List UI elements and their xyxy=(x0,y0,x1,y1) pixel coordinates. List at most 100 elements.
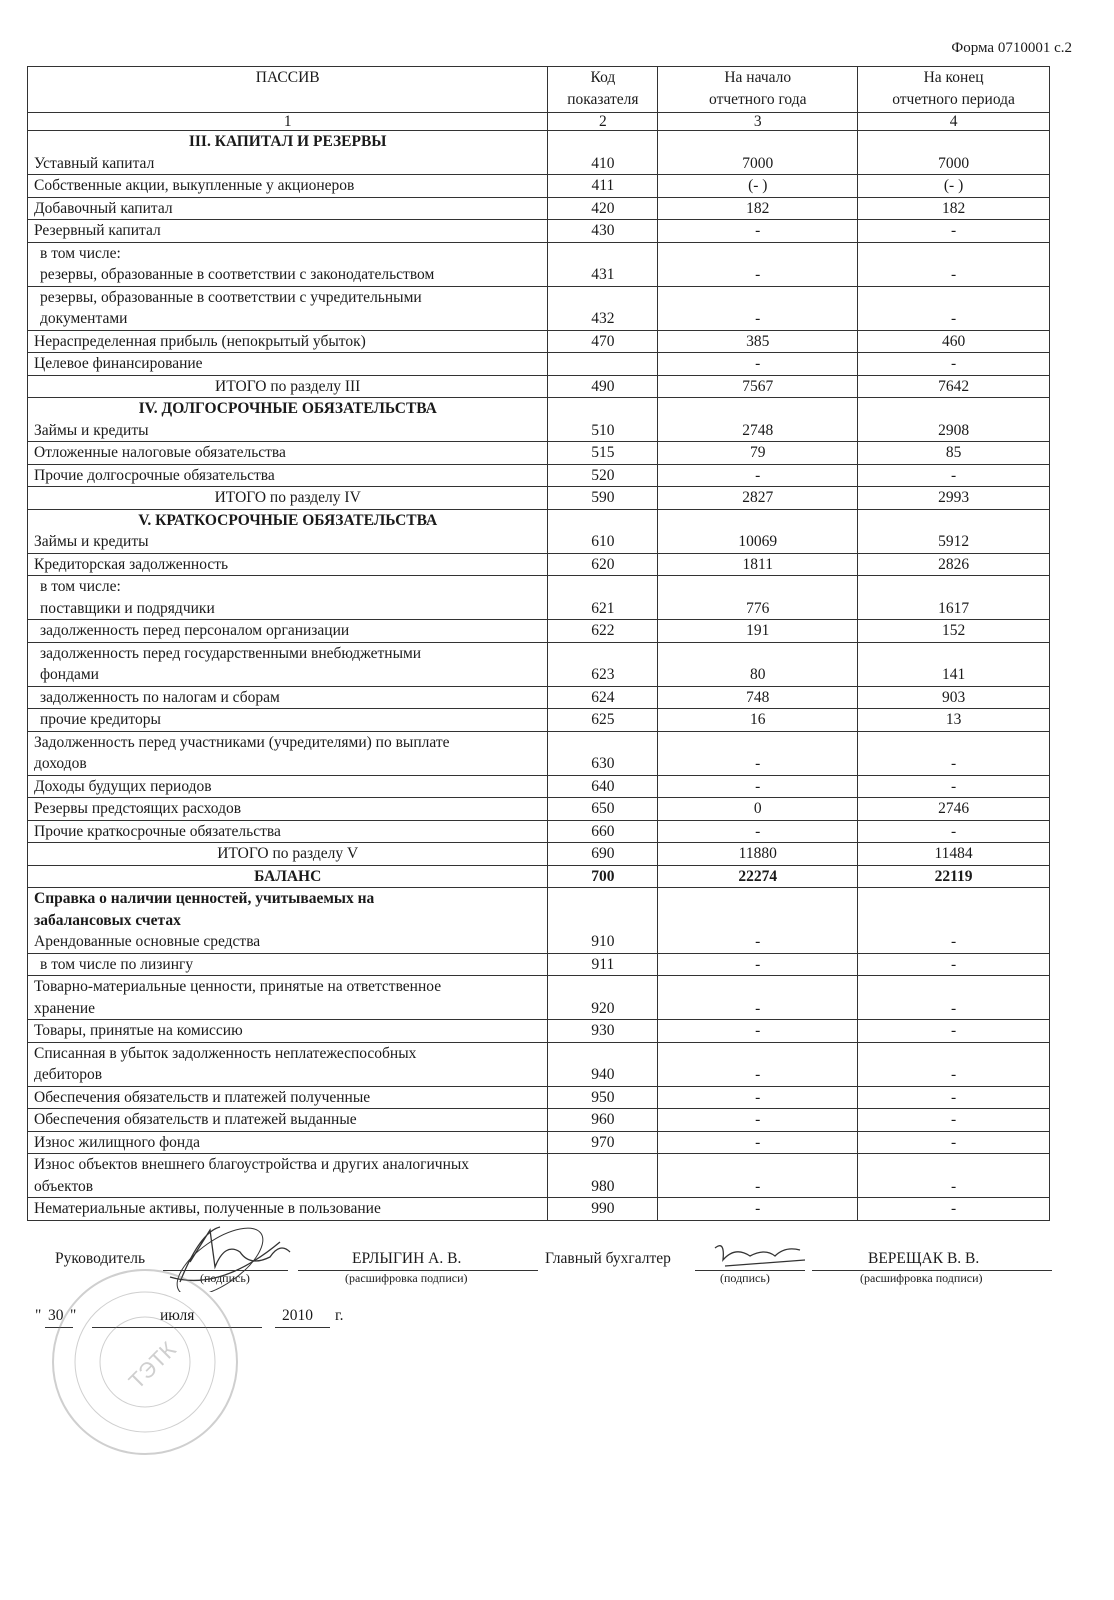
row-code: 420 xyxy=(547,196,659,220)
row-label-text: Задолженность перед участниками (учредит… xyxy=(34,733,450,773)
section-heading: V. КРАТКОСРОЧНЫЕ ОБЯЗАТЕЛЬСТВА xyxy=(138,511,438,529)
accountant-signature-icon xyxy=(714,1245,806,1267)
table-row: ИТОГО по разделу IV 590 2827 2993 xyxy=(26,486,1050,510)
row-label-text: ИТОГО по разделу V xyxy=(217,845,359,862)
row-code: 690 xyxy=(547,842,659,866)
header-liabilities: ПАССИВ xyxy=(26,66,549,113)
row-label-text: прочие кредиторы xyxy=(40,711,161,728)
row-start: (- ) xyxy=(657,174,859,198)
row-label-text: Прочие краткосрочные обязательства xyxy=(34,822,281,840)
row-start: 191 xyxy=(657,619,859,643)
table-row: Износ объектов внешнего благоустройства … xyxy=(26,1153,1050,1198)
row-code: 510 xyxy=(547,397,659,442)
row-start: - xyxy=(657,463,859,487)
row-end: - xyxy=(857,1153,1050,1198)
head-decode-caption: (расшифровка подписи) xyxy=(345,1271,468,1285)
table-row: ИТОГО по разделу III 490 7567 7642 xyxy=(26,374,1050,398)
row-start: 1811 xyxy=(657,552,859,576)
row-start: 776 xyxy=(657,575,859,620)
table-row: Прочие долгосрочные обязательства 520- - xyxy=(26,463,1050,487)
off-balance-heading: Справка о наличии ценностей, учитываемых… xyxy=(34,890,375,929)
table-row: резервы, образованные в соответствии с у… xyxy=(26,285,1050,331)
row-end: - xyxy=(857,241,1050,287)
column-index-row: 1 2 3 4 xyxy=(26,112,1050,131)
row-label-text: Прочие долгосрочные обязательства xyxy=(34,466,275,484)
row-label-text: Арендованные основные средства xyxy=(34,933,261,950)
row-end: - xyxy=(857,1130,1050,1154)
row-label: Списанная в убыток задолженность неплате… xyxy=(26,1041,549,1087)
row-label: Нематериальные активы, полученные в поль… xyxy=(26,1197,549,1221)
head-name: ЕРЛЫГИН А. В. xyxy=(352,1250,462,1267)
svg-text:ТЭТК: ТЭТК xyxy=(124,1337,181,1394)
row-label: прочие кредиторы xyxy=(26,708,549,732)
row-label-text: в том числе: поставщики и подрядчики xyxy=(40,578,215,617)
row-label: Резервный капитал xyxy=(26,219,549,243)
row-label: V. КРАТКОСРОЧНЫЕ ОБЯЗАТЕЛЬСТВА Займы и кр… xyxy=(26,508,549,554)
row-end: - xyxy=(857,285,1050,331)
row-code: 990 xyxy=(547,1197,659,1221)
table-row: Обеспечения обязательств и платежей полу… xyxy=(26,1085,1050,1109)
table-row: Нераспределенная прибыль (непокрытый убы… xyxy=(26,329,1050,353)
row-end: 460 xyxy=(857,329,1050,353)
row-label-text: задолженность по налогам и сборам xyxy=(40,688,280,706)
row-label: Задолженность перед участниками (учредит… xyxy=(26,730,549,776)
row-label: Обеспечения обязательств и платежей полу… xyxy=(26,1085,549,1109)
row-start: 2827 xyxy=(657,486,859,510)
row-start: 11880 xyxy=(657,842,859,866)
row-end: 11484 xyxy=(857,842,1050,866)
row-code: 432 xyxy=(547,285,659,331)
row-label: ИТОГО по разделу IV xyxy=(26,486,549,510)
row-label-text: Отложенные налоговые обязательства xyxy=(34,444,286,461)
table-row: Прочие краткосрочные обязательства 660- - xyxy=(26,819,1050,843)
row-label: БАЛАНС xyxy=(26,864,549,888)
row-code: 610 xyxy=(547,508,659,554)
row-code: 970 xyxy=(547,1130,659,1154)
row-label-text: Списанная в убыток задолженность неплате… xyxy=(34,1044,417,1084)
row-end: - xyxy=(857,463,1050,487)
row-end: - xyxy=(857,1041,1050,1087)
table-row: Отложенные налоговые обязательства 515 79 8… xyxy=(26,441,1050,465)
accountant-label: Главный бухгалтер xyxy=(545,1250,671,1267)
form-number: Форма 0710001 с.2 xyxy=(951,40,1072,56)
row-start: - xyxy=(657,1041,859,1087)
date-suffix: г. xyxy=(335,1307,344,1324)
index-2: 2 xyxy=(547,112,659,131)
date-quote-close: " xyxy=(70,1307,77,1324)
row-start: - xyxy=(657,352,859,376)
table-row: задолженность по налогам и сборам 624 748 9… xyxy=(26,685,1050,709)
head-signature-caption: (подпись) xyxy=(200,1271,250,1285)
row-label: Целевое финансирование xyxy=(26,352,549,376)
section-heading: IV. ДОЛГОСРОЧНЫЕ ОБЯЗАТЕЛЬСТВА xyxy=(138,400,437,417)
row-end: 13 xyxy=(857,708,1050,732)
table-row: в том числе: резервы, образованные в соо… xyxy=(26,241,1050,287)
table-row: Списанная в убыток задолженность неплате… xyxy=(26,1041,1050,1087)
row-end: 152 xyxy=(857,619,1050,643)
table-row: Обеспечения обязательств и платежей выда… xyxy=(26,1108,1050,1132)
row-code: 622 xyxy=(547,619,659,643)
row-code: 630 xyxy=(547,730,659,776)
company-stamp-icon: ТЭТК xyxy=(52,1269,238,1455)
row-label: Прочие долгосрочные обязательства xyxy=(26,463,549,487)
row-code: 660 xyxy=(547,819,659,843)
row-label-text: БАЛАНС xyxy=(254,867,322,885)
row-code: 590 xyxy=(547,486,659,510)
table-row: III. КАПИТАЛ И РЕЗЕРВЫ Уставный капитал 41… xyxy=(26,130,1050,175)
table-row: Кредиторская задолженность 620 1811 2826 xyxy=(26,552,1050,576)
row-label: ИТОГО по разделу III xyxy=(26,374,549,398)
row-start: - xyxy=(657,285,859,331)
row-code: 621 xyxy=(547,575,659,620)
head-label: Руководитель xyxy=(55,1250,146,1267)
table-row: Износ жилищного фонда 970- - xyxy=(26,1130,1050,1154)
row-label: Резервы предстоящих расходов xyxy=(26,797,549,821)
section-heading: III. КАПИТАЛ И РЕЗЕРВЫ xyxy=(188,133,387,150)
row-label: Кредиторская задолженность xyxy=(26,552,549,576)
index-1: 1 xyxy=(26,112,549,131)
row-start: 22274 xyxy=(657,864,859,888)
row-start: 748 xyxy=(657,685,859,709)
row-code: 520 xyxy=(547,463,659,487)
row-label-text: Резервы предстоящих расходов xyxy=(34,800,242,817)
row-label: Износ жилищного фонда xyxy=(26,1130,549,1154)
row-label-text: Кредиторская задолженность xyxy=(34,555,229,573)
table-row: прочие кредиторы 625 16 13 xyxy=(26,708,1050,732)
row-label-text: Займы и кредиты xyxy=(34,533,149,550)
